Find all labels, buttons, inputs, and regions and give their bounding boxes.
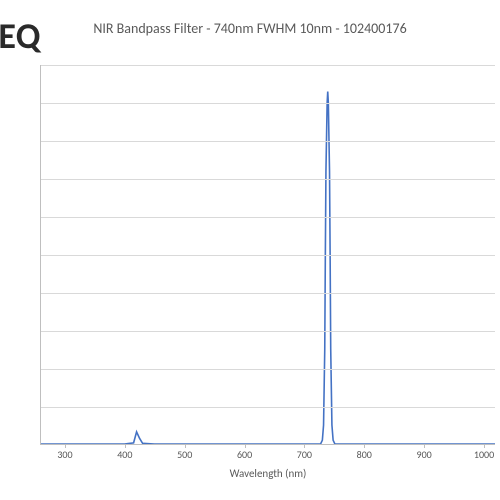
gridline xyxy=(41,65,495,66)
x-tick-label: 700 xyxy=(284,448,324,461)
x-tick-label: 900 xyxy=(404,448,444,461)
gridline xyxy=(41,331,495,332)
x-tick-label: 1000 xyxy=(464,448,500,461)
gridline xyxy=(41,141,495,142)
chart-page: TEQ NIR Bandpass Filter - 740nm FWHM 10n… xyxy=(0,0,500,500)
gridline xyxy=(41,407,495,408)
x-tick-label: 500 xyxy=(165,448,205,461)
x-tick-label: 400 xyxy=(105,448,145,461)
gridline xyxy=(41,255,495,256)
x-axis-label: Wavelength (nm) xyxy=(41,467,495,480)
gridline xyxy=(41,369,495,370)
gridline xyxy=(41,179,495,180)
chart-title: NIR Bandpass Filter - 740nm FWHM 10nm - … xyxy=(0,20,500,37)
gridline xyxy=(41,103,495,104)
gridline xyxy=(41,293,495,294)
x-tick-label: 300 xyxy=(45,448,85,461)
plot-area: Wavelength (nm) 300400500600700800900100… xyxy=(40,65,495,445)
gridline xyxy=(41,217,495,218)
transmission-line xyxy=(41,92,495,444)
x-tick-label: 600 xyxy=(225,448,265,461)
x-tick-label: 800 xyxy=(344,448,384,461)
